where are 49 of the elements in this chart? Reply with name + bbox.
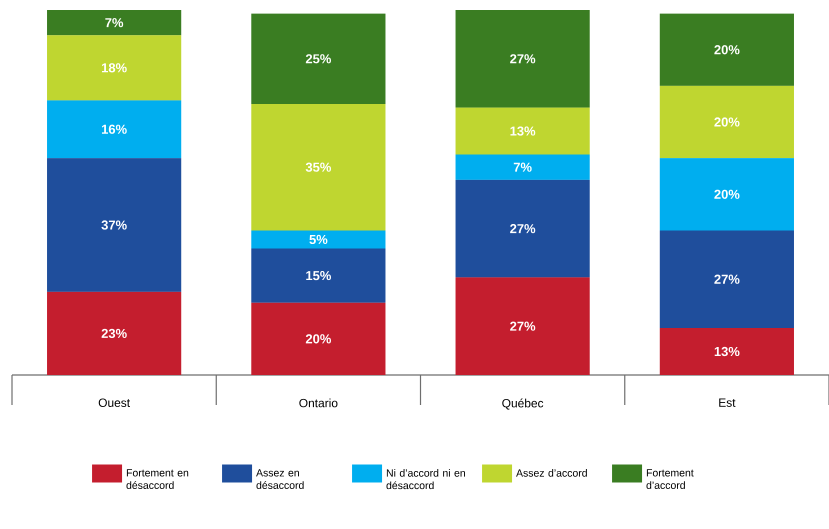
bar	[251, 14, 386, 104]
x-tick-label: Ouest	[98, 398, 130, 407]
data-label: 13%	[714, 346, 740, 356]
data-label: 23%	[102, 328, 127, 338]
legend-label: Assez d’accord	[516, 469, 587, 477]
data-label: 20%	[714, 190, 740, 199]
data-label: 25%	[306, 54, 331, 64]
data-label: 27%	[510, 322, 536, 331]
data-label: 15%	[306, 271, 331, 280]
x-tick-label: Ontario	[299, 398, 338, 408]
data-label: 18%	[102, 63, 127, 72]
legend-label: Fortement d’accord	[646, 469, 694, 489]
data-label: 20%	[714, 45, 740, 54]
bar	[456, 180, 590, 278]
x-tick-label: Est	[719, 398, 736, 407]
bar	[251, 104, 386, 230]
data-label: 16%	[102, 124, 127, 134]
x-tick-label: Québec	[502, 398, 544, 410]
bar	[456, 154, 590, 180]
bar	[660, 14, 794, 86]
data-label: 27%	[510, 224, 536, 234]
bar	[660, 328, 794, 375]
data-label: 13%	[510, 126, 536, 136]
legend-label: Ni d’accord ni en désaccord	[386, 469, 466, 490]
legend-label: Assez en désaccord	[256, 469, 304, 489]
data-label: 35%	[306, 162, 331, 172]
data-label: 7%	[105, 18, 124, 28]
bar	[251, 302, 386, 375]
bar	[456, 10, 590, 108]
bar	[251, 230, 386, 249]
data-label: 20%	[306, 334, 331, 344]
bar	[660, 158, 794, 230]
data-label: 27%	[510, 54, 536, 64]
bar	[47, 10, 182, 36]
data-label: 27%	[714, 274, 740, 284]
bar	[660, 230, 794, 328]
bar	[456, 277, 590, 375]
bar	[47, 292, 182, 375]
bar	[47, 100, 182, 158]
data-label: 7%	[514, 162, 532, 172]
bar	[251, 248, 386, 303]
data-label: 5%	[309, 234, 328, 244]
bar	[47, 35, 182, 100]
legend-label: Fortement en désaccord	[126, 469, 188, 489]
data-label: 20%	[714, 117, 740, 127]
data-label: 37%	[101, 220, 127, 230]
bar	[660, 86, 794, 158]
bar	[47, 158, 182, 292]
bar	[456, 108, 590, 155]
